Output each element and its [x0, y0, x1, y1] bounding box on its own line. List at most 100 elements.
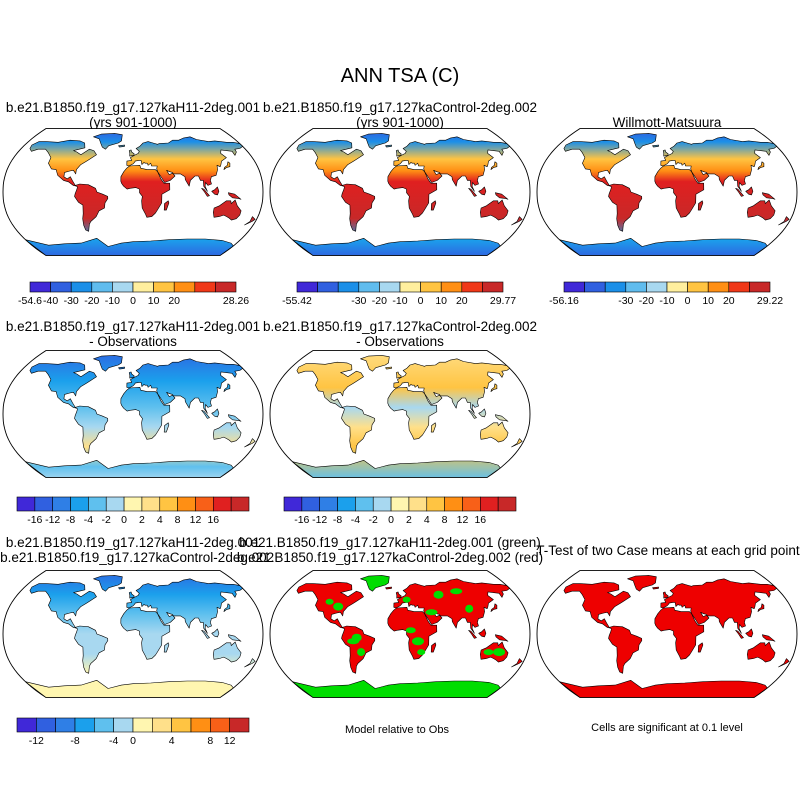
colorbar-label-p3-2: -20	[639, 295, 654, 307]
colorbar-box-p3-4	[646, 281, 668, 293]
land-nz-p7	[244, 658, 256, 668]
land-namerica-p5	[296, 361, 364, 409]
colorbar-box-p3-5	[666, 281, 688, 293]
land-samerica-p9	[608, 625, 643, 674]
map-p2	[269, 128, 531, 256]
colorbar-box-p1-2	[70, 281, 93, 293]
land-eurasia-p5	[393, 358, 511, 414]
colorbar-box-p5-10	[462, 496, 481, 512]
colorbar-box-p2-5	[399, 281, 421, 293]
colorbar-box-p4-4	[88, 496, 107, 512]
land-greenland-p3	[627, 133, 657, 150]
colorbar-box-p2-7	[440, 281, 463, 293]
colorbar-box-p2-8	[461, 281, 483, 293]
colorbar-box-p2-1	[317, 281, 339, 293]
colorbar-label-p5-7: 4	[424, 514, 430, 526]
green-cells-0	[325, 598, 334, 605]
caption-p9: Cells are significant at 0.1 level	[591, 722, 743, 734]
colorbar-box-p4-1	[34, 496, 53, 512]
colorbar-label-p1-5: 0	[130, 295, 136, 307]
land-uk-p9	[662, 591, 669, 599]
colorbar-box-p7-0	[16, 717, 37, 733]
land-greenland-p8	[360, 575, 390, 592]
land-africa-p8	[387, 606, 438, 660]
land-africa-p4	[120, 386, 171, 440]
land-borneo-p4	[211, 408, 220, 418]
land-namerica-p2	[296, 139, 364, 187]
land-uk-p4	[128, 371, 135, 379]
colorbar-label-p5-6: 2	[406, 514, 412, 526]
land-nz-p9	[778, 658, 790, 668]
colorbar-box-p2-0	[296, 281, 318, 293]
colorbar-label-p7-4: 4	[169, 735, 175, 747]
land-sumatra-p3	[735, 188, 744, 197]
land-japan-p5	[490, 383, 498, 392]
land-japan-p4	[223, 383, 231, 392]
land-africa-p3	[654, 165, 705, 218]
panel-title-p7-line1: b.e21.B1850.f19_g17.127kaH11-2deg.001	[6, 535, 260, 550]
colorbar-box-p7-7	[152, 717, 172, 733]
panel-title-p9-line1: T-Test of two Case means at each grid po…	[536, 543, 800, 558]
colorbar-box-p5-8	[426, 496, 445, 512]
colorbar-box-p3-3	[625, 281, 647, 293]
panel-title-p4-line2: - Observations	[89, 334, 177, 349]
colorbar-label-p2-6: 20	[456, 295, 468, 307]
colorbar-label-p5-0: -16	[294, 514, 309, 526]
land-japan-p3	[757, 161, 765, 170]
panel-title-p1-line1: b.e21.B1850.f19_g17.127kaH11-2deg.001	[6, 100, 260, 115]
colorbar-label-p7-6: 12	[224, 735, 236, 747]
land-australia-p2	[479, 199, 509, 221]
land-namerica-p9	[563, 581, 631, 629]
land-nz-p1	[244, 216, 256, 226]
land-sumatra-p2	[468, 188, 477, 197]
land-iceland-p1	[118, 144, 125, 148]
land-madagascar-p9	[697, 642, 704, 653]
panel-title-p2-line2: (yrs 901-1000)	[356, 115, 444, 130]
colorbar-p3: -56.16 -30 -20 -10 0 10 20 29.22	[549, 281, 783, 307]
colorbar-box-p5-7	[408, 496, 428, 512]
land-australia-p4	[213, 421, 242, 443]
land-eurasia-p8	[393, 578, 511, 634]
land-namerica-p3	[563, 139, 631, 187]
land-eurasia-p2	[393, 136, 511, 192]
land-madagascar-p8	[430, 642, 437, 653]
land-antarctica-p8	[292, 679, 501, 698]
colorbar-box-p1-9	[215, 281, 237, 293]
colorbar-box-p2-6	[420, 281, 442, 293]
land-antarctica-p5	[292, 459, 501, 478]
colorbar-box-p2-4	[379, 281, 401, 293]
land-sumatra-p9	[735, 629, 744, 639]
colorbar-box-p4-9	[177, 496, 196, 512]
map-p7	[2, 570, 264, 698]
land-samerica-p1	[74, 183, 109, 232]
colorbar-box-p3-9	[749, 281, 771, 293]
colorbar-label-p2-7: 29.77	[490, 295, 516, 307]
land-madagascar-p3	[697, 200, 704, 211]
land-newguinea-p7	[228, 634, 242, 642]
colorbar-label-p4-10: 16	[207, 514, 219, 526]
colorbar-label-p1-1: -40	[43, 295, 58, 307]
land-greenland-p7	[93, 575, 123, 592]
colorbar-label-p4-2: -8	[66, 514, 75, 526]
colorbar-box-p5-4	[355, 496, 374, 512]
panel-title-p7-line2: - b.e21.B1850.f19_g17.127kaControl-2deg.…	[0, 550, 274, 565]
colorbar-box-p3-6	[687, 281, 709, 293]
land-uk-p8	[395, 591, 402, 599]
colorbar-box-p3-8	[728, 281, 750, 293]
colorbar-label-p1-8: 28.26	[223, 295, 249, 307]
land-greenland-p5	[360, 355, 390, 372]
land-borneo-p2	[478, 186, 487, 196]
colorbar-box-p3-1	[584, 281, 606, 293]
green-cells-10	[483, 649, 494, 656]
land-newguinea-p3	[761, 192, 776, 200]
colorbar-box-p4-0	[16, 496, 36, 512]
colorbar-box-p4-12	[230, 496, 250, 512]
colorbar-box-p5-1	[301, 496, 321, 512]
colorbar-label-p7-0: -12	[29, 735, 44, 747]
colorbar-box-p7-8	[171, 717, 192, 733]
colorbar-label-p5-3: -4	[351, 514, 360, 526]
colorbar-label-p2-1: -30	[351, 295, 366, 307]
land-namerica-p8	[296, 581, 364, 629]
colorbar-label-p2-2: -20	[372, 295, 387, 307]
